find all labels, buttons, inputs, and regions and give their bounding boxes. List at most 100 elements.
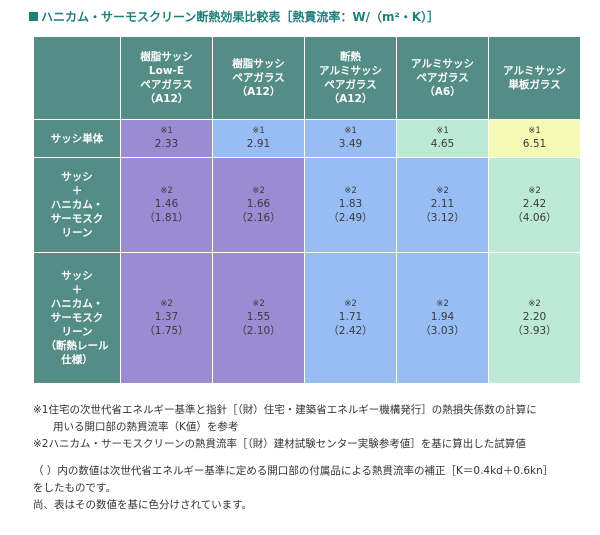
table-cell: ※2 1.55 （2.10）: [212, 252, 305, 384]
table-cell: ※1 6.51: [488, 119, 581, 158]
spacer: [33, 453, 583, 463]
column-header-line: Low-E: [148, 65, 185, 77]
note-paragraph-2: 尚、表はその数値を基に色分けされています。: [33, 499, 253, 511]
corrected-value-text: （2.42）: [328, 324, 373, 337]
column-header-line: ペアガラス: [140, 79, 193, 91]
footnotes: ※1住宅の次世代省エネルギー基準と指針［（財）住宅・建築省エネルギー機構発行］の…: [33, 402, 583, 514]
corner-cell: [33, 36, 121, 120]
value-text: 1.71: [338, 310, 363, 323]
column-header-resin-pair: 樹脂サッシ ペアガラス （A12）: [212, 36, 305, 120]
footnote-mark: ※1: [528, 126, 541, 136]
value-text: 1.37: [154, 310, 179, 323]
value-text: 2.33: [154, 138, 179, 150]
table-cell: ※2 2.11 （3.12）: [396, 157, 489, 253]
row-header-line: リーン: [61, 326, 93, 338]
corrected-value-text: （2.16）: [236, 211, 281, 224]
value-text: 2.42: [522, 197, 547, 210]
column-header-line: アルミサッシ: [411, 58, 474, 70]
table-row-sash-only: サッシ単体 ※1 2.33 ※1 2.91 ※1 3.49 ※1 4.65 ※1…: [33, 119, 581, 158]
column-header-aluminum-pair: アルミサッシ ペアガラス （A6）: [396, 36, 489, 120]
table-cell: ※1 3.49: [304, 119, 397, 158]
footnote-mark: ※2: [436, 185, 449, 196]
column-header-line: 単板ガラス: [508, 79, 561, 91]
column-header-line: （A12）: [144, 93, 189, 105]
table-header-row: 樹脂サッシ Low-E ペアガラス （A12） 樹脂サッシ ペアガラス （A12…: [33, 36, 581, 120]
column-header-insulated-aluminum: 断熱 アルミサッシ ペアガラス （A12）: [304, 36, 397, 120]
footnote-2: ※2ハニカム・サーモスクリーンの熱貫流率［（財）建材試験センター実験参考値］を基…: [33, 438, 526, 450]
table-cell: ※2 1.46 （1.81）: [120, 157, 213, 253]
footnote-mark: ※2: [528, 185, 541, 196]
row-header-line: サッシ単体: [50, 132, 104, 145]
value-text: 1.66: [246, 197, 271, 210]
value-text: 1.46: [154, 197, 179, 210]
column-header-line: （A12）: [328, 93, 373, 105]
row-header-line: リーン: [61, 227, 93, 239]
value-text: 2.91: [246, 138, 271, 150]
corrected-value-text: （3.03）: [420, 324, 465, 337]
comparison-table: 樹脂サッシ Low-E ペアガラス （A12） 樹脂サッシ ペアガラス （A12…: [33, 36, 581, 384]
corrected-value-text: （3.93）: [512, 324, 557, 337]
table-cell: ※2 1.94 （3.03）: [396, 252, 489, 384]
footnote-mark: ※1: [436, 126, 449, 136]
note-paragraph-line-1: （ ）内の数値は次世代省エネルギー基準に定める開口部の付属品による熱貫流率の補正…: [33, 465, 554, 477]
table-cell: ※1 4.65: [396, 119, 489, 158]
corrected-value-text: （2.49）: [328, 211, 373, 224]
row-header-line: サーモスク: [50, 312, 104, 324]
value-text: 1.94: [430, 310, 455, 323]
value-text: 1.83: [338, 197, 363, 210]
corrected-value-text: （1.81）: [144, 211, 189, 224]
row-header-line: ＋: [71, 284, 83, 296]
column-header-line: 樹脂サッシ: [140, 51, 193, 63]
corrected-value-text: （1.75）: [144, 324, 189, 337]
table-cell: ※2 1.66 （2.16）: [212, 157, 305, 253]
footnote-mark: ※2: [160, 298, 173, 309]
row-header-line: ハニカム・: [50, 199, 104, 211]
value-text: 2.20: [522, 310, 547, 323]
column-header-line: ペアガラス: [416, 72, 469, 84]
row-header: サッシ単体: [33, 119, 121, 158]
value-text: 1.55: [246, 310, 271, 323]
footnote-mark: ※2: [436, 298, 449, 309]
footnote-mark: ※2: [252, 298, 265, 309]
column-header-line: ペアガラス: [324, 79, 377, 91]
row-header-line: （断熱レール: [45, 340, 109, 352]
footnote-mark: ※2: [160, 185, 173, 196]
row-header-line: サーモスク: [50, 213, 104, 225]
table-cell: ※2 2.42 （4.06）: [488, 157, 581, 253]
page-title-text: ハニカム・サーモスクリーン断熱効果比較表［熱貫流率：W/（m²・K）］: [41, 9, 440, 24]
row-header-line: ハニカム・: [50, 298, 104, 310]
page-title: ハニカム・サーモスクリーン断熱効果比較表［熱貫流率：W/（m²・K）］: [29, 8, 439, 24]
value-text: 3.49: [338, 138, 363, 150]
row-header-line: サッシ: [61, 270, 93, 282]
table-cell: ※2 1.71 （2.42）: [304, 252, 397, 384]
value-text: 6.51: [522, 138, 547, 150]
corrected-value-text: （4.06）: [512, 211, 557, 224]
corrected-value-text: （3.12）: [420, 211, 465, 224]
column-header-line: ペアガラス: [232, 72, 285, 84]
column-header-line: 樹脂サッシ: [232, 58, 285, 70]
row-header-line: ＋: [71, 185, 83, 197]
table-cell: ※2 2.20 （3.93）: [488, 252, 581, 384]
footnote-mark: ※1: [160, 126, 173, 136]
column-header-line: （A6）: [424, 86, 461, 98]
row-header-line: 仕様）: [61, 354, 93, 366]
value-text: 2.11: [430, 197, 455, 210]
row-header: サッシ ＋ ハニカム・ サーモスク リーン: [33, 157, 121, 253]
table-row-sash-screen-rail: サッシ ＋ ハニカム・ サーモスク リーン （断熱レール 仕様） ※2 1.37…: [33, 252, 581, 384]
footnote-mark: ※2: [344, 185, 357, 196]
column-header-line: 断熱: [340, 51, 361, 63]
column-header-line: アルミサッシ: [319, 65, 382, 77]
footnote-1-line-1: ※1住宅の次世代省エネルギー基準と指針［（財）住宅・建築省エネルギー機構発行］の…: [33, 404, 537, 416]
note-paragraph-line-2: をしたものです。: [33, 482, 116, 494]
footnote-mark: ※1: [252, 126, 265, 136]
table-cell: ※2 1.37 （1.75）: [120, 252, 213, 384]
column-header-aluminum-single: アルミサッシ 単板ガラス: [488, 36, 581, 120]
column-header-resin-lowe: 樹脂サッシ Low-E ペアガラス （A12）: [120, 36, 213, 120]
footnote-1-line-2: 用いる開口部の熱貫流率（K値）を参考: [53, 421, 239, 433]
footnote-mark: ※2: [252, 185, 265, 196]
square-bullet-icon: [29, 11, 38, 21]
value-text: 4.65: [430, 138, 455, 150]
table-row-sash-screen: サッシ ＋ ハニカム・ サーモスク リーン ※2 1.46 （1.81） ※2 …: [33, 157, 581, 253]
column-header-line: アルミサッシ: [503, 65, 566, 77]
table-cell: ※2 1.83 （2.49）: [304, 157, 397, 253]
